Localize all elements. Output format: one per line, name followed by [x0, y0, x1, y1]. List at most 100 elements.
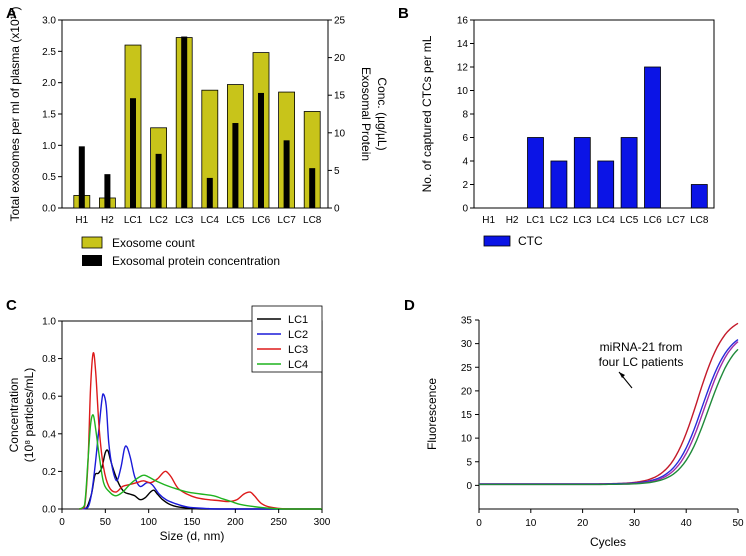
ytick-35: 35: [461, 316, 473, 327]
xtick-LC8: LC8: [690, 215, 709, 226]
line-LC1: [79, 449, 322, 510]
bar-ctc-LC8: [690, 184, 708, 209]
ytick-0.6: 0.6: [42, 392, 56, 403]
ytick-8: 8: [462, 110, 468, 121]
xtick-100: 100: [140, 517, 157, 528]
ytick-left-2.5: 2.5: [42, 47, 56, 58]
legend-ctc-swatch: [483, 235, 511, 247]
ytick-0.2: 0.2: [42, 467, 56, 478]
ytick-14: 14: [457, 39, 469, 50]
xtick-LC3: LC3: [573, 215, 592, 226]
bar-protein-LC3: [181, 36, 188, 208]
xtick-LC7: LC7: [277, 215, 296, 226]
xtick-LC4: LC4: [201, 215, 220, 226]
panel-a-label: A: [6, 5, 17, 22]
xtick-LC3: LC3: [175, 215, 194, 226]
ytick-10: 10: [461, 434, 473, 445]
ytick-2: 2: [462, 180, 468, 191]
xtick-10: 10: [525, 518, 537, 529]
legend-exosome-count-swatch: [81, 236, 103, 249]
panel-d-label: D: [404, 297, 415, 314]
bar-protein-LC1: [130, 98, 136, 208]
bar-ctc-LC2: [550, 160, 568, 209]
bar-ctc-LC3: [573, 137, 591, 209]
ytick-left-0.5: 0.5: [42, 172, 56, 183]
legend-label-LC1: LC1: [288, 314, 308, 326]
panel-a-ylabel-right-1: Exosomal Protein: [359, 67, 373, 161]
xtick-LC1: LC1: [526, 215, 545, 226]
bar-ctc-LC5: [620, 137, 638, 209]
ytick-20: 20: [461, 386, 473, 397]
bar-protein-LC6: [258, 92, 264, 208]
ytick-0.4: 0.4: [42, 429, 56, 440]
panel-b-label: B: [398, 5, 409, 22]
xtick-0: 0: [476, 518, 482, 529]
legend-label-LC4: LC4: [288, 359, 308, 371]
ytick-1.0: 1.0: [42, 317, 56, 328]
ytick-right-5: 5: [334, 166, 340, 177]
legend-label-LC3: LC3: [288, 344, 308, 356]
ytick-right-15: 15: [334, 91, 346, 102]
xtick-50: 50: [732, 518, 744, 529]
xtick-H2: H2: [101, 215, 114, 226]
xtick-LC2: LC2: [149, 215, 168, 226]
ytick-6: 6: [462, 133, 468, 144]
ytick-left-1.0: 1.0: [42, 141, 56, 152]
xtick-LC6: LC6: [643, 215, 662, 226]
xtick-200: 200: [227, 517, 244, 528]
xtick-LC7: LC7: [667, 215, 686, 226]
xtick-150: 150: [184, 517, 201, 528]
line-LC3: [79, 352, 322, 510]
panel-d-annotation-2: four LC patients: [599, 355, 684, 369]
ytick-left-3.0: 3.0: [42, 16, 56, 27]
xtick-H2: H2: [506, 215, 519, 226]
bar-protein-H2: [104, 174, 111, 208]
panel-c-label: C: [6, 297, 17, 314]
legend-protein-swatch: [82, 255, 102, 266]
panel-c-ylabel-2: (10⁸ particles/mL): [22, 368, 36, 462]
panel-b-frame: [473, 19, 715, 209]
xtick-LC5: LC5: [226, 215, 245, 226]
legend-ctc-label: CTC: [518, 234, 543, 248]
xtick-LC6: LC6: [252, 215, 271, 226]
bar-protein-LC8: [309, 168, 316, 208]
ytick-30: 30: [461, 339, 473, 350]
panel-d: D 0 10 20 30 40 50 0 5 10 15 20 25 30 35 Cycles Fluor…: [404, 297, 744, 549]
panel-d-arrowhead: [619, 372, 625, 378]
xtick-H1: H1: [75, 215, 88, 226]
line-LC4: [78, 414, 322, 510]
xtick-LC4: LC4: [597, 215, 616, 226]
panel-c-ylabel-1: Concentration: [7, 378, 21, 453]
panel-a-ylabel-right-2: Conc. (µg/µL): [375, 77, 389, 150]
panel-c-legend-box: [251, 305, 323, 373]
bar-protein-LC4: [206, 177, 213, 208]
xtick-H1: H1: [482, 215, 495, 226]
xtick-300: 300: [314, 517, 331, 528]
ytick-4: 4: [462, 157, 468, 168]
ytick-left-2.0: 2.0: [42, 78, 56, 89]
legend-protein-label: Exosomal protein concentration: [112, 254, 280, 268]
xtick-LC1: LC1: [124, 215, 143, 226]
xtick-250: 250: [270, 517, 287, 528]
ytick-10: 10: [457, 86, 469, 97]
bar-protein-LC2: [155, 153, 162, 208]
bar-protein-LC7: [283, 140, 290, 208]
panel-c: C 0 50 100 150 200 250 300 0.0 0.2 0.4 0.6 0.8 1.0 S…: [6, 297, 331, 543]
bar-ctc-LC1: [527, 137, 544, 209]
xtick-LC2: LC2: [550, 215, 569, 226]
ytick-12: 12: [457, 63, 469, 74]
panel-d-annotation-1: miRNA-21 from: [600, 340, 683, 354]
ytick-left-0.0: 0.0: [42, 204, 56, 215]
ytick-left-1.5: 1.5: [42, 110, 56, 121]
panel-d-xlabel: Cycles: [590, 535, 626, 549]
panel-c-xlabel: Size (d, nm): [160, 529, 225, 543]
ytick-right-10: 10: [334, 128, 346, 139]
bar-ctc-LC4: [597, 160, 615, 209]
xtick-30: 30: [629, 518, 641, 529]
legend-label-LC2: LC2: [288, 329, 308, 341]
bar-protein-H1: [78, 146, 85, 208]
bar-ctc-LC6: [644, 66, 661, 209]
ytick-16: 16: [457, 16, 469, 27]
xtick-40: 40: [681, 518, 693, 529]
